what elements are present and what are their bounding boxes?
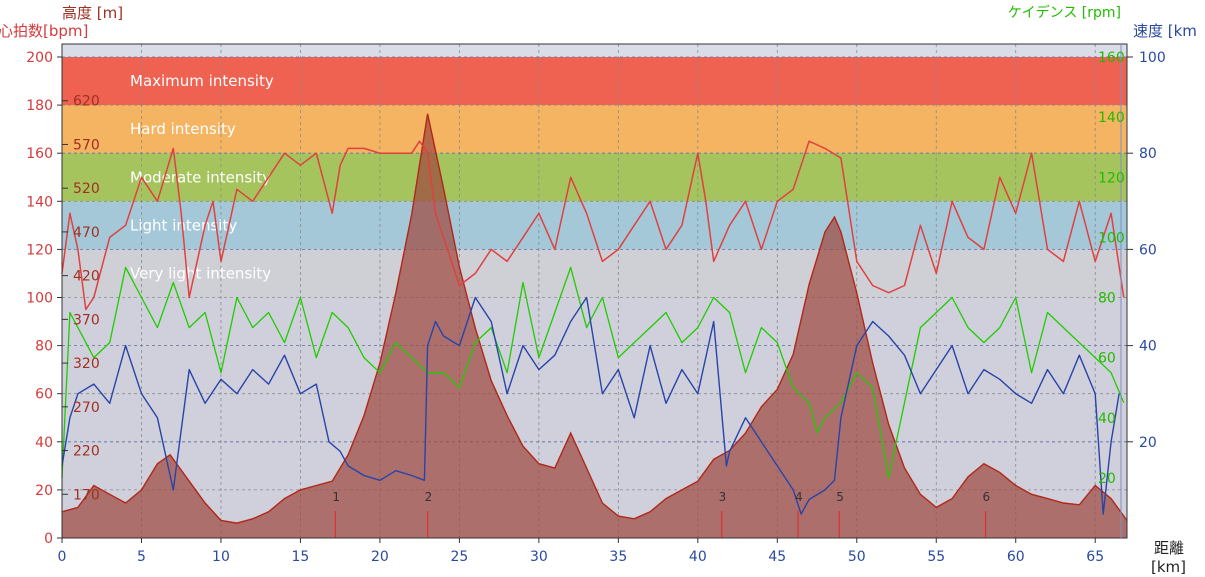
altitude-area xyxy=(62,113,1127,539)
altitude-tick-label: 320 xyxy=(73,356,100,372)
intensity-zone-band xyxy=(62,57,1127,106)
plot-frame xyxy=(61,43,1128,539)
x-tick-label: 45 xyxy=(768,549,786,565)
intensity-zone-band xyxy=(62,201,1127,250)
cadence-tick-label: 160 xyxy=(1098,50,1125,66)
x-tick-label: 40 xyxy=(689,549,707,565)
lap-marker-label: 2 xyxy=(425,490,433,504)
hr-tick-label: 140 xyxy=(26,194,53,210)
speed-tick-label: 80 xyxy=(1139,146,1157,162)
altitude-tick-label: 370 xyxy=(73,312,100,328)
hr-tick-label: 200 xyxy=(26,50,53,66)
speed-tick-label: 20 xyxy=(1139,435,1157,451)
hr-tick-label: 180 xyxy=(26,98,53,114)
axes: 0204060801001201401601802001702202703203… xyxy=(26,43,1166,565)
cadence-tick-label: 100 xyxy=(1098,230,1125,246)
altitude-tick-label: 170 xyxy=(73,487,100,503)
x-tick-label: 50 xyxy=(848,549,866,565)
heart-rate-line xyxy=(61,140,1125,311)
heart-rate-axis-title: 心拍数[bpm] xyxy=(0,22,89,40)
intensity-zone-label: Moderate intensity xyxy=(130,168,271,186)
cadence-axis-title: ケイデンス [rpm] xyxy=(1007,5,1121,21)
altitude-series xyxy=(61,113,1128,539)
intensity-zone-band xyxy=(62,249,1127,298)
altitude-axis-title: 高度 [m] xyxy=(62,4,124,22)
x-tick-label: 0 xyxy=(58,549,67,565)
altitude-tick-label: 470 xyxy=(73,225,100,241)
intensity-zones xyxy=(62,44,1127,538)
altitude-tick-label: 570 xyxy=(73,137,100,153)
speed-line xyxy=(61,296,1120,515)
lap-markers: 1 2 3 4 5 6 xyxy=(332,490,990,538)
speed-tick-label: 100 xyxy=(1139,50,1166,66)
x-tick-label: 60 xyxy=(1007,549,1025,565)
cadence-tick-label: 20 xyxy=(1098,471,1116,487)
cadence-tick-label: 60 xyxy=(1098,351,1116,367)
distance-axis-title: 距離 xyxy=(1154,539,1185,557)
x-tick-label: 25 xyxy=(450,549,468,565)
altitude-line xyxy=(61,113,1128,524)
hr-tick-label: 20 xyxy=(35,483,53,499)
intensity-zone-band xyxy=(62,105,1127,154)
lap-marker-label: 3 xyxy=(719,490,727,504)
hr-tick-label: 80 xyxy=(35,339,53,355)
x-tick-label: 10 xyxy=(212,549,230,565)
x-tick-label: 5 xyxy=(137,549,146,565)
cadence-tick-label: 140 xyxy=(1098,110,1125,126)
cadence-tick-label: 120 xyxy=(1098,170,1125,186)
hr-tick-label: 60 xyxy=(35,387,53,403)
speed-axis-title: 速度 [km xyxy=(1133,22,1197,40)
speed-tick-label: 60 xyxy=(1139,242,1157,258)
cadence-tick-label: 80 xyxy=(1098,291,1116,307)
x-tick-label: 20 xyxy=(371,549,389,565)
lap-marker-label: 6 xyxy=(983,490,991,504)
intensity-zone-label: Hard intensity xyxy=(130,120,236,138)
hr-tick-label: 100 xyxy=(26,291,53,307)
intensity-zone-label: Very light intensity xyxy=(130,264,271,282)
distance-axis-unit: [km] xyxy=(1151,558,1187,576)
lap-marker-label: 5 xyxy=(836,490,844,504)
lap-marker-label: 1 xyxy=(332,490,340,504)
intensity-zone-label: Light intensity xyxy=(130,216,237,234)
intensity-zone-label: Maximum intensity xyxy=(130,72,274,90)
altitude-tick-label: 420 xyxy=(73,269,100,285)
speed-series xyxy=(61,296,1120,515)
hr-tick-label: 120 xyxy=(26,242,53,258)
cadence-line xyxy=(61,266,1125,479)
speed-tick-label: 40 xyxy=(1139,339,1157,355)
x-tick-label: 15 xyxy=(292,549,310,565)
x-tick-label: 55 xyxy=(927,549,945,565)
hr-tick-label: 40 xyxy=(35,435,53,451)
lap-marker-label: 4 xyxy=(795,490,803,504)
heart-rate-series xyxy=(61,140,1125,311)
plot-top-margin xyxy=(62,44,1127,57)
x-tick-label: 35 xyxy=(609,549,627,565)
altitude-tick-label: 270 xyxy=(73,400,100,416)
altitude-tick-label: 620 xyxy=(73,94,100,110)
hr-tick-label: 0 xyxy=(44,531,53,547)
cadence-tick-label: 40 xyxy=(1098,411,1116,427)
cadence-series xyxy=(61,266,1125,479)
altitude-tick-label: 220 xyxy=(73,444,100,460)
x-tick-label: 30 xyxy=(530,549,548,565)
x-tick-label: 65 xyxy=(1086,549,1104,565)
altitude-tick-label: 520 xyxy=(73,181,100,197)
intensity-zone-band xyxy=(62,153,1127,202)
hr-tick-label: 160 xyxy=(26,146,53,162)
